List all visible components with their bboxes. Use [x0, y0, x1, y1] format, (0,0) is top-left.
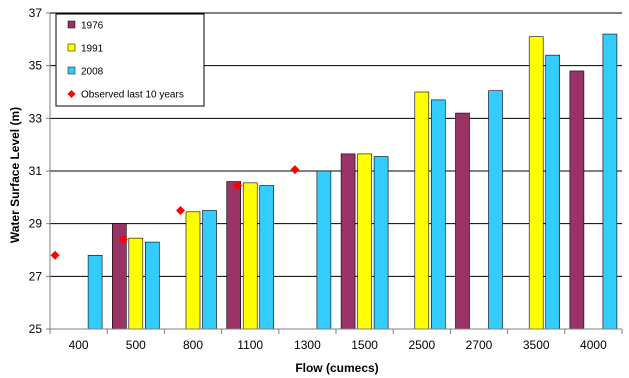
bars	[87, 33, 618, 330]
legend-swatch-observed	[67, 90, 76, 98]
bar-2008-1300	[316, 170, 332, 330]
bar-1976-1500	[340, 153, 356, 330]
legend-box	[55, 13, 205, 107]
y-axis-title: Water Surface Level (m)	[8, 107, 22, 243]
bar-2008-400	[87, 254, 103, 330]
y-tick-label: 31	[29, 164, 43, 178]
bar-1991-500	[128, 237, 144, 330]
observed-markers	[50, 165, 300, 260]
bar-2008-2700	[488, 90, 503, 330]
y-tick-label: 29	[29, 217, 43, 231]
observed-marker-1100	[233, 180, 243, 190]
x-axis-title: Flow (cumecs)	[295, 361, 378, 375]
y-tick-label: 37	[29, 6, 43, 20]
bar-2008-3500	[545, 54, 561, 330]
observed-marker-800	[176, 206, 185, 215]
bar-1991-1500	[357, 153, 372, 330]
x-tick-labels: 400 500 800 1100 1300 1500 2500 2700 3500 4000	[49, 329, 623, 352]
legend-label: 1991	[81, 44, 104, 55]
x-tick-label: 4000	[580, 338, 607, 352]
x-tick-label: 800	[183, 338, 203, 352]
observed-marker-400	[50, 250, 60, 260]
bar-1991-1100	[242, 182, 258, 330]
y-tick-labels: 25 27 29 31 33 35 37	[29, 6, 50, 336]
legend-swatch-1991	[67, 43, 76, 52]
bar-2008-500	[145, 241, 160, 330]
y-tick-label: 27	[29, 269, 43, 283]
x-tick-label: 1100	[237, 338, 263, 352]
x-tick-label: 400	[69, 338, 89, 352]
legend-label: 1976	[81, 21, 104, 32]
legend-label: 2008	[81, 67, 104, 78]
bar-1976-4000	[569, 70, 585, 330]
legend-swatch-2008	[67, 66, 76, 75]
x-tick-label: 3500	[523, 338, 550, 352]
bar-2008-4000	[602, 33, 618, 330]
bar-1991-3500	[528, 36, 544, 330]
y-tick-label: 35	[29, 59, 43, 73]
x-tick-label: 2700	[466, 338, 493, 352]
x-tick-label: 1300	[294, 338, 321, 352]
observed-marker-500	[118, 234, 128, 244]
bar-1991-800	[185, 211, 201, 330]
bar-2008-800	[202, 210, 217, 330]
y-tick-label: 25	[29, 322, 43, 336]
legend-swatch-1976	[67, 20, 76, 29]
bar-1976-1100	[226, 181, 241, 330]
legend: 1976 1991 2008 Observed last 10 years	[55, 13, 205, 107]
bar-2008-1100	[259, 185, 275, 330]
bar-1976-2700	[455, 112, 470, 330]
x-tick-label: 500	[126, 338, 146, 352]
bar-2008-2500	[430, 99, 446, 330]
y-tick-label: 33	[29, 111, 43, 125]
bar-1991-2500	[414, 91, 430, 330]
bar-2008-1500	[373, 156, 389, 330]
observed-marker-1300	[290, 165, 300, 175]
legend-label: Observed last 10 years	[81, 90, 184, 101]
x-tick-label: 1500	[351, 338, 378, 352]
x-tick-label: 2500	[408, 338, 435, 352]
